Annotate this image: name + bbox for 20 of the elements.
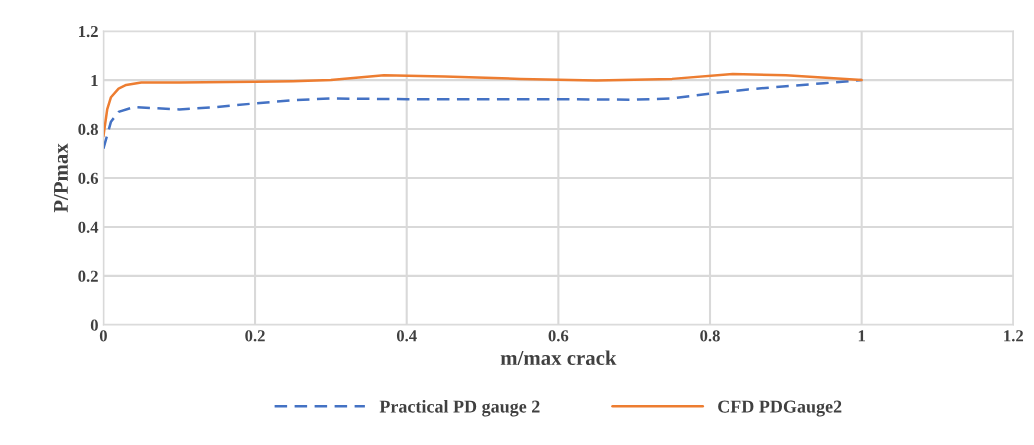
y-tick-label: 0	[90, 319, 98, 331]
x-axis-title: m/max crack	[500, 350, 617, 366]
legend-label: Practical PD gauge 2	[379, 399, 540, 417]
y-tick-label: 0.6	[78, 172, 99, 185]
x-tick-label: 0.4	[396, 330, 417, 342]
x-tick-label: 0.6	[548, 330, 569, 342]
x-tick-label: 1.2	[1004, 330, 1024, 342]
legend-label: CFD PDGauge2	[718, 400, 842, 417]
y-tick-label: 0.2	[78, 270, 98, 282]
y-tick-label: 1	[91, 74, 98, 86]
y-tick-label: 1.2	[79, 25, 98, 38]
y-tick-label: 0.8	[78, 123, 98, 136]
line-series	[103, 72, 863, 138]
x-tick-label: 0	[99, 330, 107, 342]
x-tick-label: 1	[858, 330, 865, 342]
y-axis-title: P/Pmax	[53, 143, 68, 213]
x-tick-label: 0.8	[700, 330, 720, 342]
line-series	[103, 78, 863, 150]
x-tick-label: 0.2	[245, 330, 265, 342]
y-tick-label: 0.4	[78, 221, 99, 233]
